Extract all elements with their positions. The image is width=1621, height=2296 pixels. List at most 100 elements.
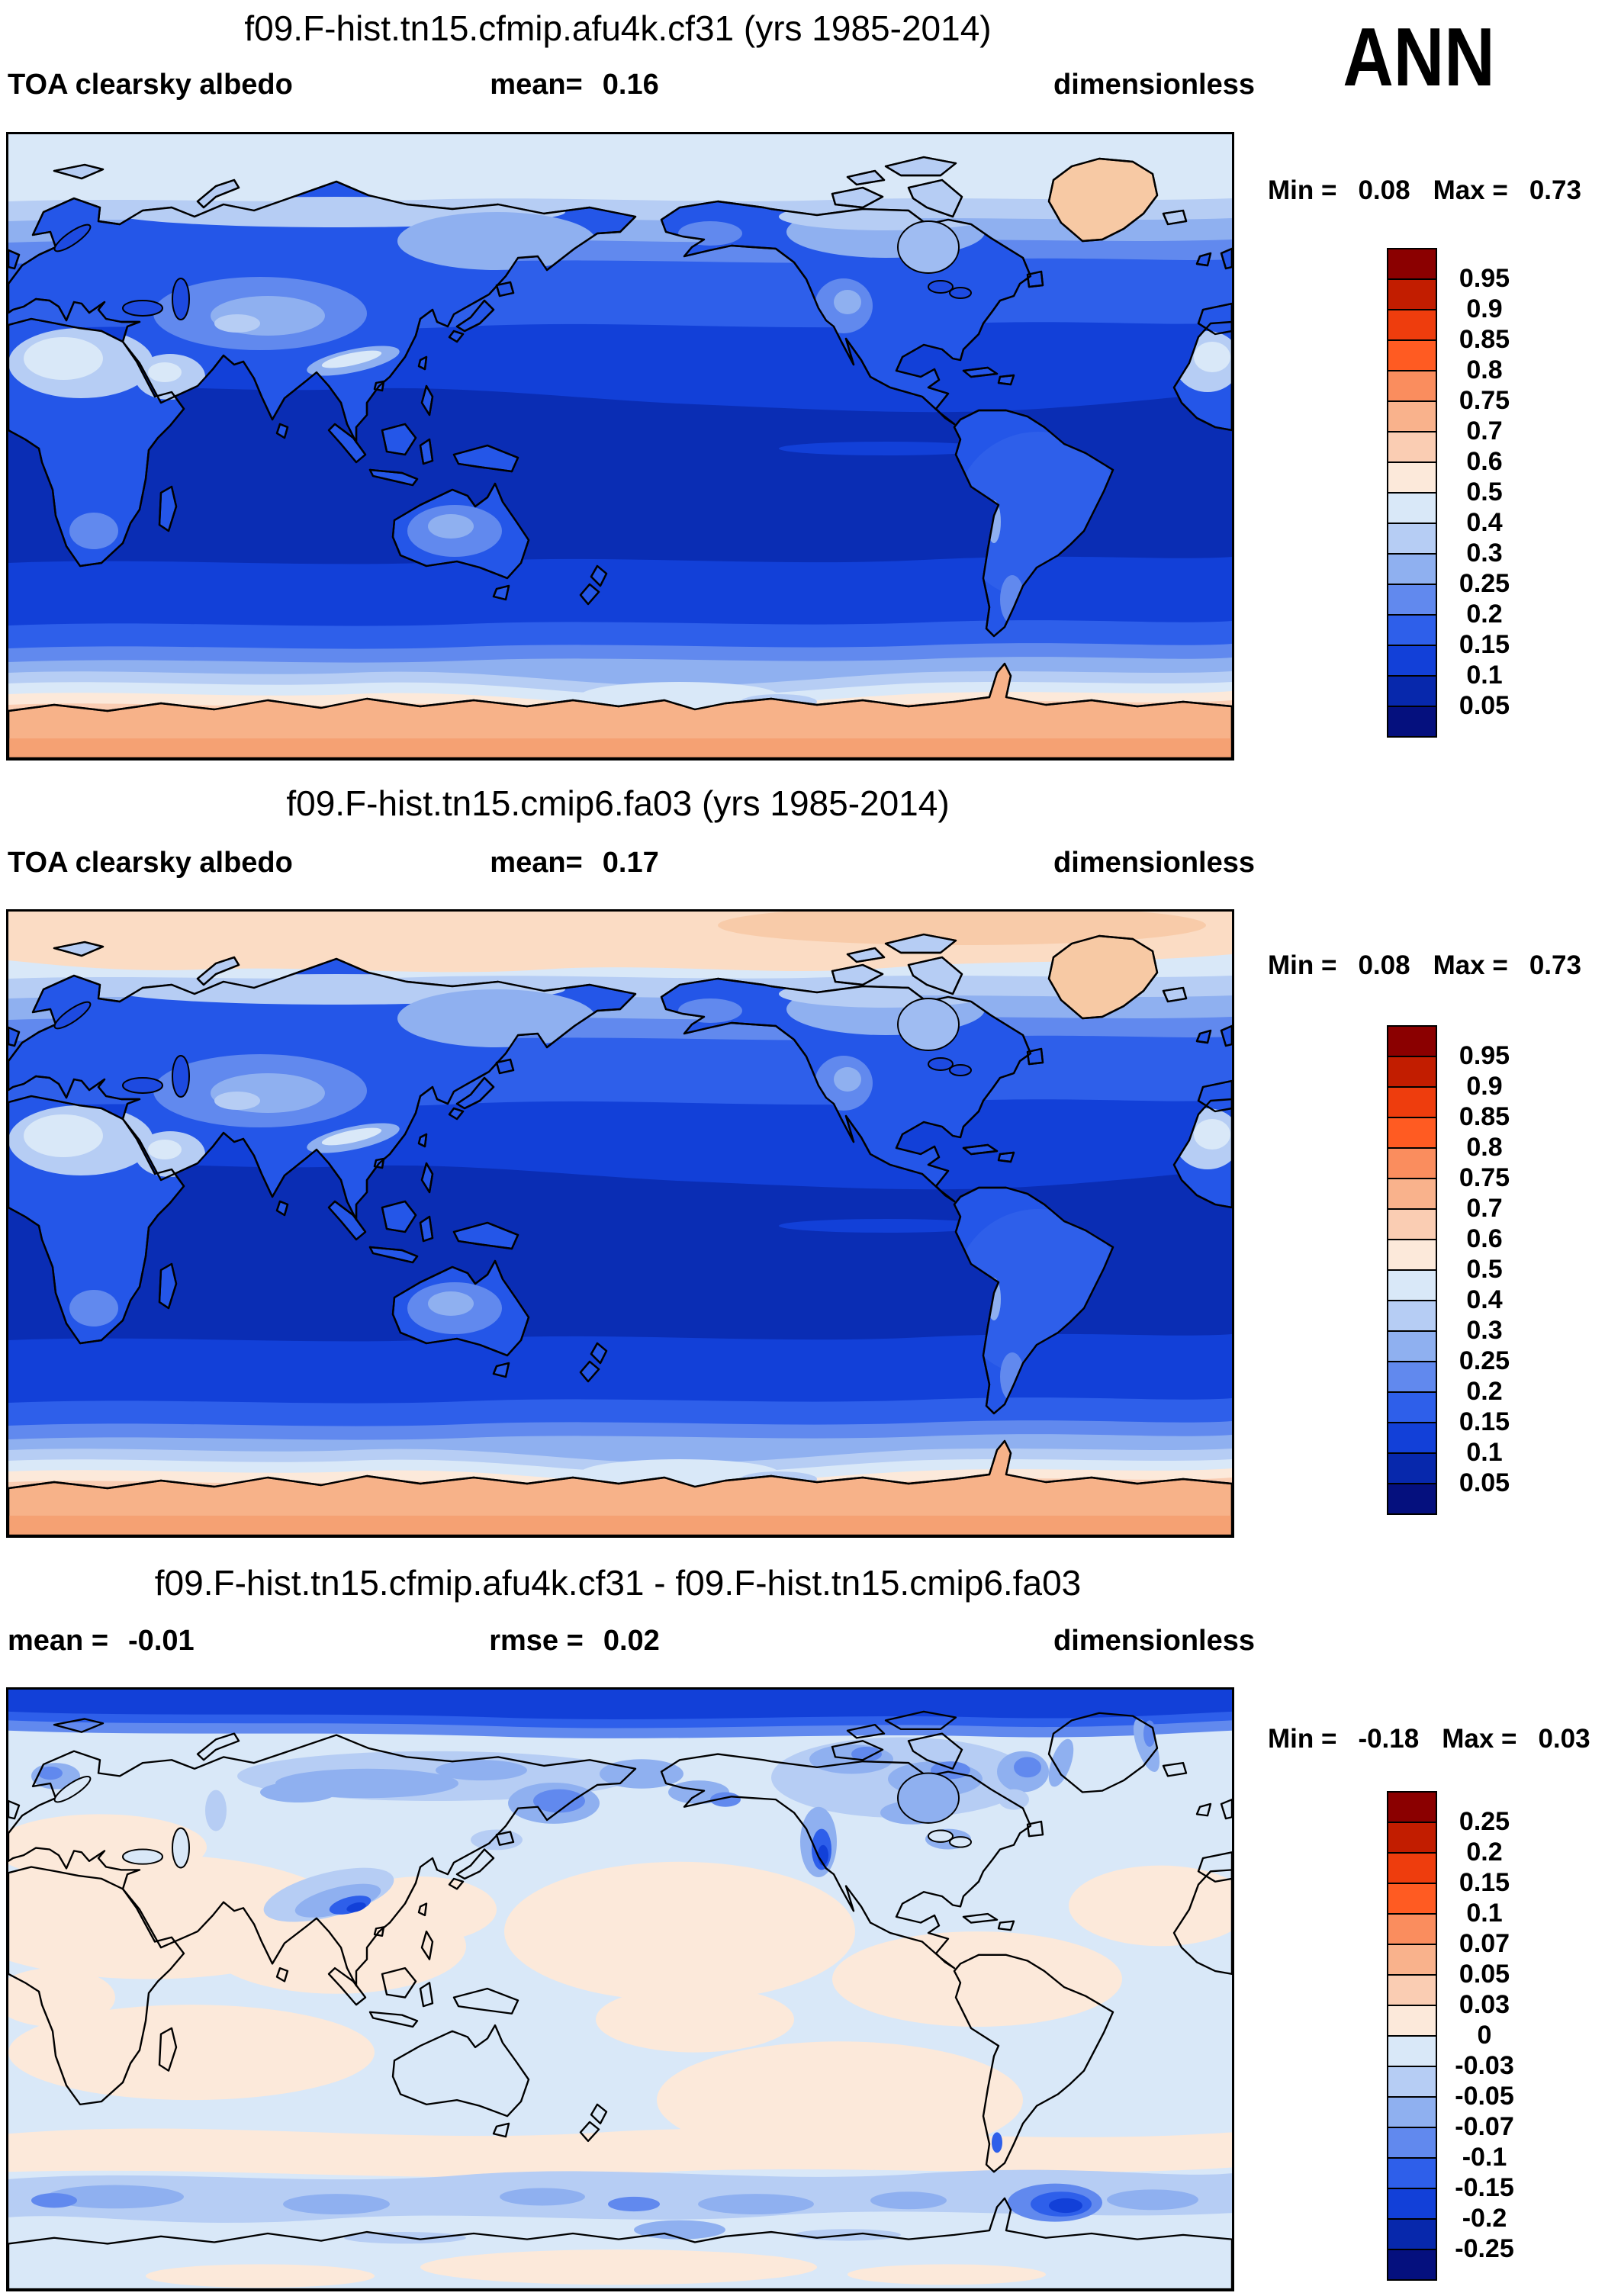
minmax-stats: Min = 0.08 Max = 0.73 bbox=[1268, 175, 1619, 206]
colorbar-tick-label: 0.15 bbox=[1459, 1868, 1510, 1897]
colorbar-legend: 0.95 0.9 0.85 0.8 0.75 0.7 0.6 0.5 0.4 0.3 0.25 0.2… bbox=[1387, 1025, 1539, 1516]
colorbar-tick-label: 0.95 bbox=[1459, 1041, 1510, 1070]
colorbar-tick-label: 0.85 bbox=[1459, 1102, 1510, 1131]
colorbar-tick-label: 0.1 bbox=[1466, 661, 1503, 690]
colorbar-cell bbox=[1387, 2127, 1437, 2159]
colorbar-legend: 0.95 0.9 0.85 0.8 0.75 0.7 0.6 0.5 0.4 0.3 0.25 0.2… bbox=[1387, 248, 1539, 739]
colorbar-tick-label: 0.25 bbox=[1459, 569, 1510, 598]
colorbar-tick-label: -0.25 bbox=[1455, 2234, 1514, 2263]
colorbar-cell bbox=[1387, 1178, 1437, 1210]
colorbar-cell bbox=[1387, 2005, 1437, 2037]
panel-title: f09.F-hist.tn15.cfmip.afu4k.cf31 (yrs 19… bbox=[244, 8, 992, 48]
colorbar-tick-label: 0.4 bbox=[1466, 1285, 1503, 1314]
colorbar-tick-label: 0.95 bbox=[1459, 264, 1510, 293]
colorbar-tick-label: 0.6 bbox=[1466, 447, 1503, 476]
units-label: dimensionless bbox=[1053, 1625, 1255, 1657]
map-albedo-case2 bbox=[6, 909, 1234, 1538]
colorbar-tick-label: 0.9 bbox=[1466, 294, 1503, 323]
max-label: Max = bbox=[1433, 175, 1508, 205]
max-value: 0.73 bbox=[1529, 950, 1581, 980]
colorbar-tick-label: 0.2 bbox=[1466, 600, 1503, 629]
colorbar-tick-label: 0.75 bbox=[1459, 1163, 1510, 1192]
colorbar-tick-label: 0.03 bbox=[1459, 1990, 1510, 2019]
colorbar-tick-label: 0.3 bbox=[1466, 1316, 1503, 1345]
panel-stats-row: TOA clearsky albedo mean= 0.16 dimensionl… bbox=[6, 69, 1255, 104]
colorbar-cell bbox=[1387, 400, 1437, 433]
panel-stats-row: TOA clearsky albedo mean= 0.17 dimensionl… bbox=[6, 847, 1255, 882]
panel-case2: f09.F-hist.tn15.cmip6.fa03 (yrs 1985-201… bbox=[0, 770, 1621, 1548]
max-label: Max = bbox=[1442, 1724, 1517, 1754]
colorbar-cell bbox=[1387, 1822, 1437, 1854]
panel-case1: f09.F-hist.tn15.cfmip.afu4k.cf31 (yrs 19… bbox=[0, 0, 1621, 770]
colorbar-tick-label: 0.8 bbox=[1466, 355, 1503, 384]
colorbar-cell bbox=[1387, 645, 1437, 677]
colorbar-cell bbox=[1387, 2035, 1437, 2067]
colorbar-cell bbox=[1387, 614, 1437, 646]
colorbar-tick-label: 0.7 bbox=[1466, 416, 1503, 445]
colorbar-tick-label: 0.25 bbox=[1459, 1807, 1510, 1836]
colorbar-tick-label: 0.85 bbox=[1459, 325, 1510, 354]
colorbar-tick-label: 0.3 bbox=[1466, 539, 1503, 568]
colorbar-tick-label: 0.9 bbox=[1466, 1072, 1503, 1101]
colorbar-cell bbox=[1387, 1208, 1437, 1240]
colorbar-tick-label: 0.5 bbox=[1466, 478, 1503, 506]
colorbar-cell bbox=[1387, 309, 1437, 341]
colorbar-cell bbox=[1387, 2249, 1437, 2281]
colorbar-cell bbox=[1387, 2096, 1437, 2128]
colorbar-tick-label: -0.05 bbox=[1455, 2082, 1514, 2111]
min-label: Min = bbox=[1268, 1724, 1337, 1754]
variable-label: TOA clearsky albedo bbox=[8, 69, 293, 101]
colorbar-cell bbox=[1387, 706, 1437, 738]
colorbar-tick-label: 0.2 bbox=[1466, 1377, 1503, 1406]
max-label: Max = bbox=[1433, 950, 1508, 980]
colorbar-tick-label: -0.15 bbox=[1455, 2173, 1514, 2202]
colorbar-cell bbox=[1387, 492, 1437, 524]
colorbar-cell bbox=[1387, 523, 1437, 555]
colorbar-cell bbox=[1387, 1483, 1437, 1515]
colorbar-cell bbox=[1387, 1269, 1437, 1301]
min-label: Min = bbox=[1268, 175, 1337, 205]
colorbar-tick-label: 0.6 bbox=[1466, 1224, 1503, 1253]
colorbar-cell bbox=[1387, 1944, 1437, 1976]
colorbar-tick-label: 0.1 bbox=[1466, 1899, 1503, 1928]
colorbar-cell bbox=[1387, 1300, 1437, 1332]
colorbar-cell bbox=[1387, 2218, 1437, 2250]
colorbar-tick-label: 0.25 bbox=[1459, 1346, 1510, 1375]
colorbar-cell bbox=[1387, 1239, 1437, 1271]
colorbar-cell bbox=[1387, 339, 1437, 371]
min-value: 0.08 bbox=[1358, 175, 1410, 205]
colorbar-cell bbox=[1387, 1330, 1437, 1362]
colorbar-cell bbox=[1387, 248, 1437, 280]
colorbar-tick-label: -0.1 bbox=[1462, 2143, 1507, 2172]
minmax-stats: Min = -0.18 Max = 0.03 bbox=[1268, 1724, 1619, 1754]
colorbar-cell bbox=[1387, 1391, 1437, 1423]
mean-stat: mean= 0.16 bbox=[490, 69, 659, 101]
colorbar-tick-label: 0.7 bbox=[1466, 1194, 1503, 1223]
colorbar-tick-label: 0.1 bbox=[1466, 1438, 1503, 1467]
colorbar-tick-label: 0.2 bbox=[1466, 1838, 1503, 1867]
colorbar-tick-label: 0.4 bbox=[1466, 508, 1503, 537]
colorbar-cell bbox=[1387, 553, 1437, 585]
colorbar-cell bbox=[1387, 2066, 1437, 2098]
variable-label: TOA clearsky albedo bbox=[8, 847, 293, 879]
mean-stat: mean = -0.01 bbox=[8, 1625, 195, 1657]
colorbar-cell bbox=[1387, 1422, 1437, 1454]
colorbar-tick-label: 0.75 bbox=[1459, 386, 1510, 415]
colorbar-tick-label: -0.03 bbox=[1455, 2051, 1514, 2080]
colorbar-tick-label: -0.07 bbox=[1455, 2112, 1514, 2141]
colorbar-cell bbox=[1387, 1791, 1437, 1823]
colorbar-tick-label: 0.15 bbox=[1459, 630, 1510, 659]
colorbar-cell bbox=[1387, 1913, 1437, 1945]
panel-title: f09.F-hist.tn15.cfmip.afu4k.cf31 - f09.F… bbox=[154, 1563, 1082, 1603]
colorbar-cell bbox=[1387, 1974, 1437, 2006]
colorbar-cell bbox=[1387, 2157, 1437, 2189]
min-label: Min = bbox=[1268, 950, 1337, 980]
mean-stat: mean= 0.17 bbox=[490, 847, 659, 879]
colorbar-cell bbox=[1387, 1361, 1437, 1393]
panel-stats-row: mean = -0.01 rmse = 0.02 dimensionless bbox=[6, 1625, 1255, 1660]
max-value: 0.73 bbox=[1529, 175, 1581, 205]
colorbar-cell bbox=[1387, 1117, 1437, 1149]
colorbar-tick-label: 0.8 bbox=[1466, 1133, 1503, 1162]
colorbar-cell bbox=[1387, 1852, 1437, 1884]
